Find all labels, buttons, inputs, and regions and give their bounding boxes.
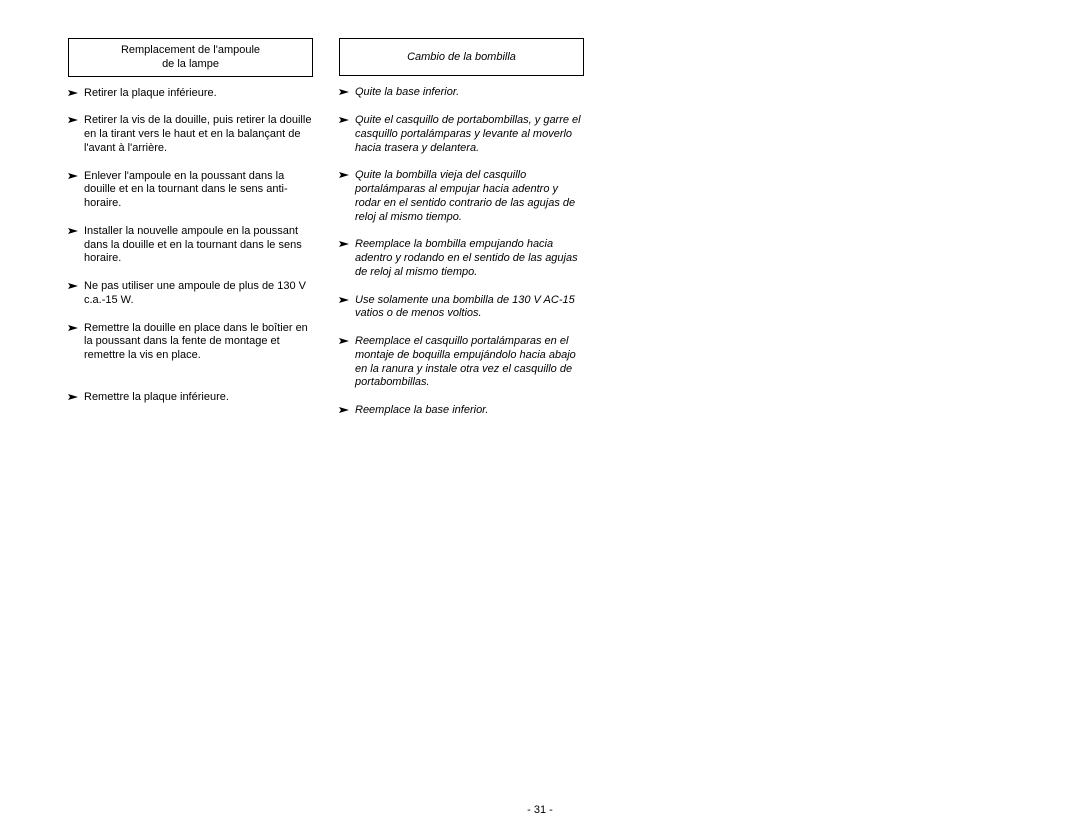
list-item: Quite la base inferior.: [339, 86, 584, 100]
french-header-line2: de la lampe: [77, 57, 304, 71]
list-item: Remettre la douille en place dans le boî…: [68, 322, 313, 363]
bullet-icon: [68, 115, 78, 125]
spanish-column: Cambio de la bombilla Quite la base infe…: [339, 38, 584, 432]
french-header-line1: Remplacement de l'ampoule: [77, 43, 304, 57]
french-column: Remplacement de l'ampoule de la lampe Re…: [68, 38, 313, 432]
item-text: Ne pas utiliser une ampoule de plus de 1…: [84, 280, 313, 308]
spanish-header-text: Cambio de la bombilla: [348, 50, 575, 64]
bullet-icon: [339, 405, 349, 415]
bullet-icon: [68, 392, 78, 402]
bullet-icon: [68, 323, 78, 333]
bullet-icon: [339, 295, 349, 305]
page-number: - 31 -: [0, 804, 1080, 816]
french-header: Remplacement de l'ampoule de la lampe: [68, 38, 313, 77]
item-text: Quite la bombilla vieja del casquillo po…: [355, 169, 584, 224]
item-text: Remettre la plaque inférieure.: [84, 391, 313, 405]
bullet-icon: [339, 87, 349, 97]
french-list: Retirer la plaque inférieure. Retirer la…: [68, 87, 313, 405]
spanish-list: Quite la base inferior. Quite el casquil…: [339, 86, 584, 418]
list-item: Remettre la plaque inférieure.: [68, 391, 313, 405]
bullet-icon: [339, 170, 349, 180]
item-text: Quite la base inferior.: [355, 86, 584, 100]
list-item: Use solamente una bombilla de 130 V AC-1…: [339, 294, 584, 322]
item-text: Remettre la douille en place dans le boî…: [84, 322, 313, 363]
list-item: Reemplace el casquillo portalámparas en …: [339, 335, 584, 390]
bullet-icon: [68, 281, 78, 291]
item-text: Reemplace la base inferior.: [355, 404, 584, 418]
list-item: Enlever l'ampoule en la poussant dans la…: [68, 170, 313, 211]
list-item: Installer la nouvelle ampoule en la pous…: [68, 225, 313, 266]
item-text: Use solamente una bombilla de 130 V AC-1…: [355, 294, 584, 322]
item-text: Installer la nouvelle ampoule en la pous…: [84, 225, 313, 266]
list-item: Quite el casquillo de portabombillas, y …: [339, 114, 584, 155]
item-text: Retirer la plaque inférieure.: [84, 87, 313, 101]
item-text: Retirer la vis de la douille, puis retir…: [84, 114, 313, 155]
item-text: Reemplace la bombilla empujando hacia ad…: [355, 238, 584, 279]
item-text: Reemplace el casquillo portalámparas en …: [355, 335, 584, 390]
page-content: Remplacement de l'ampoule de la lampe Re…: [0, 0, 1080, 432]
spanish-header: Cambio de la bombilla: [339, 38, 584, 76]
list-item: Retirer la plaque inférieure.: [68, 87, 313, 101]
item-text: Quite el casquillo de portabombillas, y …: [355, 114, 584, 155]
list-item: Retirer la vis de la douille, puis retir…: [68, 114, 313, 155]
list-item: Ne pas utiliser une ampoule de plus de 1…: [68, 280, 313, 308]
list-item: Quite la bombilla vieja del casquillo po…: [339, 169, 584, 224]
bullet-icon: [68, 171, 78, 181]
bullet-icon: [339, 115, 349, 125]
bullet-icon: [68, 226, 78, 236]
item-text: Enlever l'ampoule en la poussant dans la…: [84, 170, 313, 211]
bullet-icon: [339, 239, 349, 249]
bullet-icon: [68, 88, 78, 98]
list-item: Reemplace la base inferior.: [339, 404, 584, 418]
bullet-icon: [339, 336, 349, 346]
list-item: Reemplace la bombilla empujando hacia ad…: [339, 238, 584, 279]
